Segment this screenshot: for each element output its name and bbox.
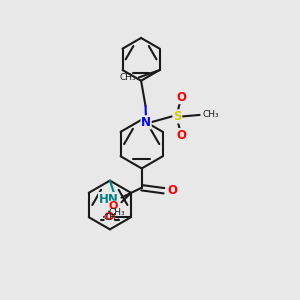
- Text: N: N: [141, 116, 151, 129]
- Text: HN: HN: [99, 193, 118, 206]
- Text: O: O: [176, 91, 186, 103]
- Text: CH₃: CH₃: [120, 73, 136, 82]
- Text: CH₃: CH₃: [202, 110, 219, 119]
- Text: O: O: [105, 212, 114, 222]
- Text: CH₃: CH₃: [108, 208, 125, 217]
- Text: O: O: [109, 201, 118, 211]
- Text: S: S: [173, 110, 182, 123]
- Text: O: O: [167, 184, 178, 197]
- Text: O: O: [176, 129, 186, 142]
- Text: CH₃: CH₃: [103, 213, 120, 222]
